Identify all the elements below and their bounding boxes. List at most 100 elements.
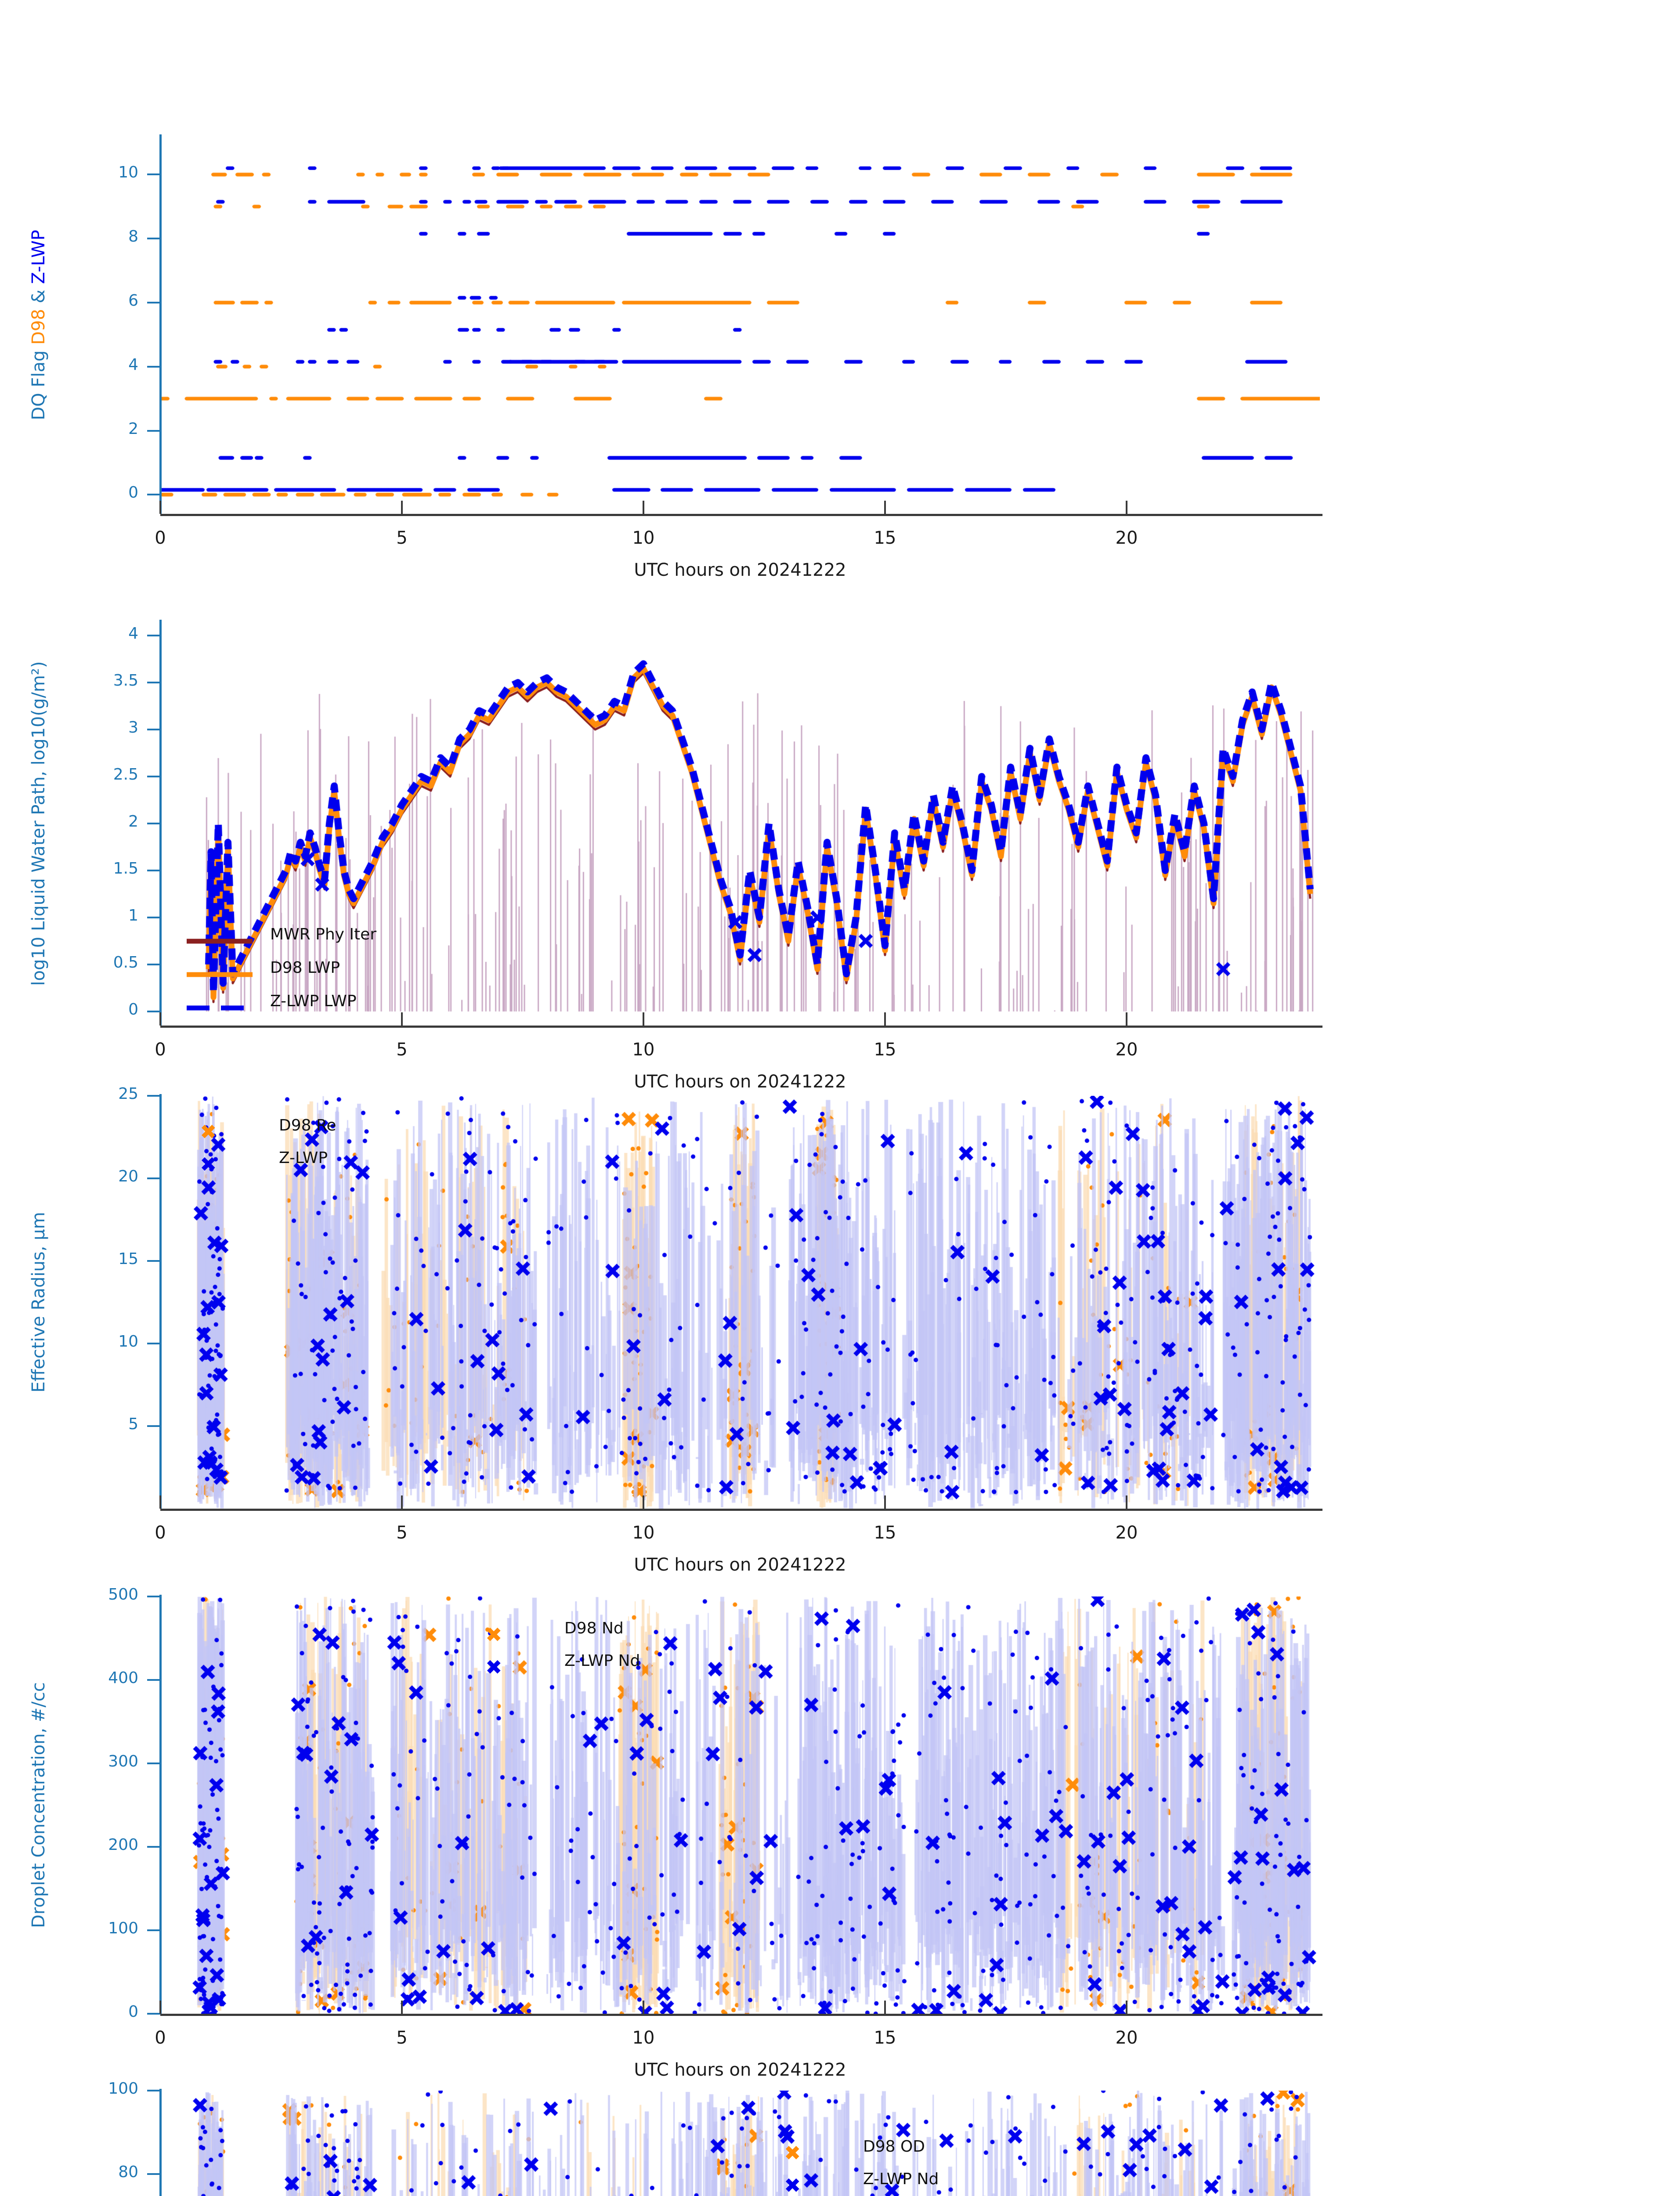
- x-tick: [401, 501, 403, 514]
- y-axis-title-part: DQ Flag: [29, 345, 49, 420]
- y-tick: [147, 1679, 160, 1681]
- y-tick-label: 2: [128, 419, 138, 438]
- legend-entry-label: D98 Nd: [564, 1619, 624, 1637]
- y-tick: [147, 1425, 160, 1427]
- x-tick-label: 15: [874, 528, 896, 548]
- x-tick: [1126, 1495, 1127, 1509]
- y-tick-label: 0: [128, 2003, 138, 2021]
- y-tick-label: 15: [118, 1250, 138, 1268]
- y-axis-title: Effective Radius, μm: [29, 1096, 49, 1509]
- legend-swatch: ✖: [200, 1152, 217, 1176]
- x-tick-label: 10: [632, 528, 655, 548]
- x-tick: [1126, 1012, 1127, 1026]
- y-tick-label: 10: [118, 163, 138, 182]
- panel-lwp: 0 0.5 1 1.5 2 2.5 3 3.5 4 0 5 10 15 20 UTC hours on 20…: [29, 620, 1322, 1092]
- y-tick: [147, 1343, 160, 1344]
- y-tick-label: 8: [128, 228, 138, 246]
- y-tick: [147, 301, 160, 303]
- y-tick-label: 100: [108, 2080, 138, 2098]
- y-tick: [147, 2173, 160, 2175]
- y-tick: [147, 1260, 160, 1262]
- x-tick: [401, 1495, 403, 1509]
- y-axis-spine: [159, 134, 162, 514]
- x-tick-label: 0: [155, 1523, 166, 1543]
- y-tick-label: 1: [128, 906, 138, 925]
- legend-swatch: ✖: [200, 1120, 217, 1144]
- x-tick: [1126, 2001, 1127, 2014]
- x-tick: [884, 2001, 886, 2014]
- y-tick-label: 4: [128, 355, 138, 374]
- y-tick-label: 400: [108, 1669, 138, 1687]
- y-tick-label: 0: [128, 484, 138, 502]
- y-tick-label: 500: [108, 1586, 138, 1604]
- x-tick-label: 0: [155, 2028, 166, 2048]
- x-tick: [159, 1495, 161, 1509]
- y-tick-label: 1.5: [113, 859, 138, 878]
- legend-swatch: ✖: [485, 1655, 502, 1679]
- y-tick: [147, 238, 160, 240]
- x-tick-label: 5: [396, 1040, 408, 1060]
- y-tick-label: 4: [128, 625, 138, 643]
- legend-entry-label: D98 LWP: [270, 959, 340, 977]
- legend-swatch: ✖: [485, 1623, 502, 1647]
- y-tick-label: 3.5: [113, 672, 138, 690]
- panel-droplet-concentration-canvas: [160, 1596, 1320, 2014]
- y-axis-title-part: &: [29, 284, 49, 309]
- x-tick-label: 10: [632, 1523, 655, 1543]
- y-tick-label: 20: [118, 1167, 138, 1185]
- y-tick: [147, 916, 160, 918]
- y-axis-spine: [159, 1595, 162, 2014]
- x-axis-title: UTC hours on 20241222: [634, 2060, 846, 2080]
- y-axis-title-part: Z-LWP: [29, 230, 49, 284]
- x-axis-spine: [160, 1509, 1322, 1511]
- x-tick-label: 10: [632, 1040, 655, 1060]
- x-tick-label: 15: [874, 1040, 896, 1060]
- panel-lwp-canvas: [160, 621, 1320, 1026]
- x-tick: [884, 501, 886, 514]
- y-tick: [147, 1010, 160, 1012]
- legend-entry-label: D98 OD: [863, 2138, 925, 2156]
- y-tick: [147, 1095, 160, 1097]
- x-axis-title: UTC hours on 20241222: [634, 1072, 846, 1092]
- y-tick: [147, 729, 160, 731]
- y-tick-label: 100: [108, 1919, 138, 1937]
- x-tick-label: 5: [396, 1523, 408, 1543]
- y-tick: [147, 1929, 160, 1931]
- legend-entry-label: Z-LWP Nd: [863, 2170, 939, 2188]
- y-tick: [147, 365, 160, 368]
- legend-swatch: [187, 1005, 253, 1011]
- x-tick: [1126, 501, 1127, 514]
- legend-entry-label: Z-LWP LWP: [270, 992, 357, 1010]
- y-tick: [147, 963, 160, 965]
- x-tick: [401, 2001, 403, 2014]
- x-tick-label: 5: [396, 528, 408, 548]
- y-tick-label: 10: [118, 1333, 138, 1351]
- y-tick: [147, 823, 160, 824]
- y-tick: [147, 494, 160, 496]
- y-tick-label: 0.5: [113, 953, 138, 972]
- y-tick: [147, 682, 160, 684]
- y-tick: [147, 1763, 160, 1764]
- x-axis-title: UTC hours on 20241222: [634, 560, 846, 580]
- x-tick: [643, 1012, 644, 1026]
- y-tick-label: 3: [128, 719, 138, 737]
- x-tick-label: 20: [1115, 1040, 1138, 1060]
- legend-entry-label: MWR Phy Iter: [270, 925, 377, 943]
- panel-dq-flag-canvas: [160, 136, 1320, 514]
- y-tick: [147, 635, 160, 637]
- panel-dq-flag: 0 2 4 6 8 10 0 5 10 15 20 UTC hours on 20241222 DQ F…: [29, 134, 1322, 580]
- legend-swatch: ✖: [784, 2174, 801, 2196]
- legend-swatch: ✖: [784, 2141, 801, 2165]
- y-tick-label: 2: [128, 813, 138, 831]
- legend-swatch: [187, 972, 253, 977]
- x-tick: [159, 2001, 161, 2014]
- x-tick: [643, 1495, 644, 1509]
- y-tick-label: 200: [108, 1836, 138, 1854]
- panel-effective-radius-canvas: [160, 1096, 1320, 1509]
- x-tick: [884, 1495, 886, 1509]
- x-tick-label: 20: [1115, 2028, 1138, 2048]
- y-axis-title-text: Droplet Concentration, #/cc: [29, 1682, 49, 1928]
- y-tick-label: 2.5: [113, 766, 138, 784]
- y-tick: [147, 1596, 160, 1597]
